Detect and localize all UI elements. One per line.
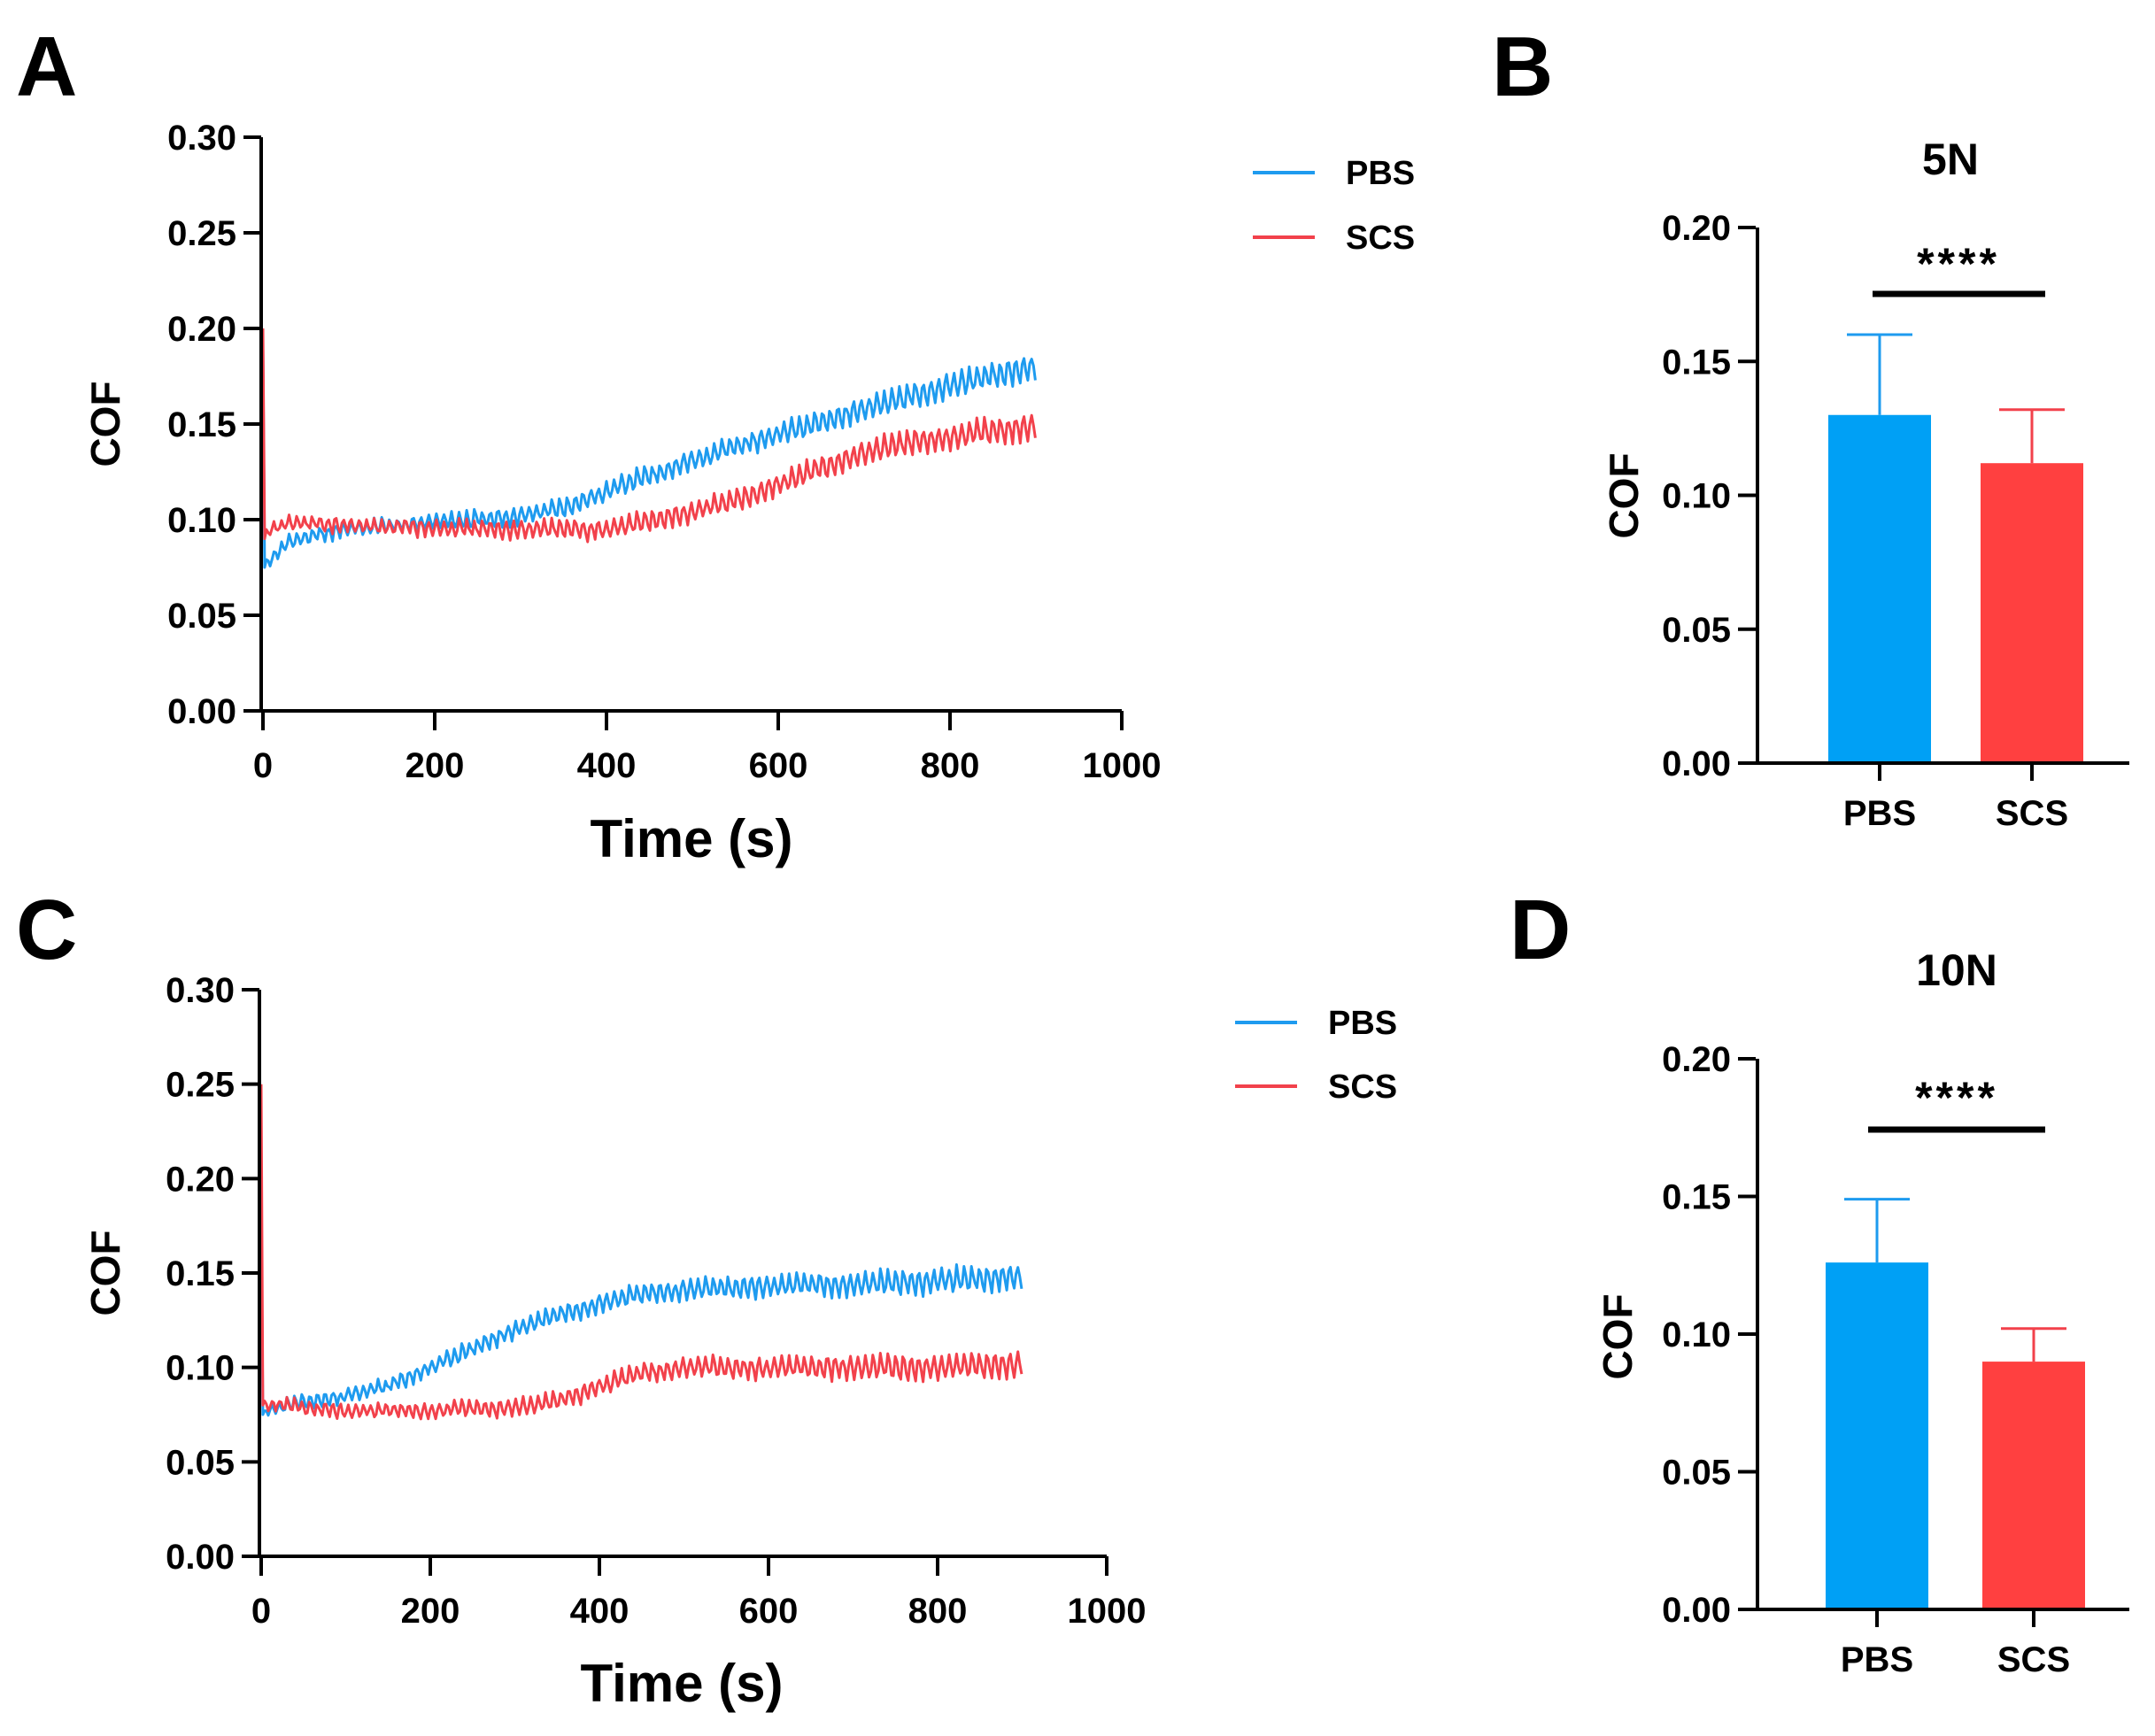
x-tick-label: 600: [749, 746, 808, 785]
x-tick-label: 600: [739, 1592, 799, 1631]
panel-a-legend: PBS SCS: [1253, 155, 1415, 257]
y-tick-label: 0.30: [167, 119, 236, 158]
y-tick-label: 0.05: [167, 597, 236, 636]
series-line-pbs: [259, 1197, 1023, 1417]
bar-scs: [1982, 1362, 2085, 1609]
y-tick-label: 0.25: [166, 1066, 235, 1105]
panel-a-legend-pbs-label: PBS: [1346, 155, 1415, 192]
x-tick-label: 0: [251, 1592, 271, 1631]
series-line-scs: [259, 1084, 1023, 1421]
panel-letter-b: B: [1492, 19, 1553, 114]
y-tick-label: 0.20: [1662, 1040, 1731, 1079]
panel-c-y-ticks: 0.00 0.05 0.10 0.15 0.20 0.25 0.30: [166, 971, 259, 1577]
y-tick-label: 0.20: [166, 1160, 235, 1199]
x-tick-label: 1000: [1068, 1592, 1147, 1631]
y-tick-label: 0.10: [1662, 1316, 1731, 1354]
panel-a-plot-area: [261, 328, 1037, 569]
x-tick-label: 0: [253, 746, 273, 785]
panel-a-x-ticks: 0 200 400 600 800 1000: [253, 711, 1162, 785]
y-tick-label: 0.05: [1662, 611, 1731, 650]
x-tick-label: SCS: [1997, 1640, 2070, 1679]
panel-a-y-axis-title: COF: [82, 381, 128, 467]
x-tick-label: 400: [570, 1592, 630, 1631]
panel-c-x-ticks: 0 200 400 600 800 1000: [251, 1556, 1147, 1631]
panel-b-y-ticks: 0.00 0.05 0.10 0.15 0.20: [1662, 209, 1756, 783]
x-tick-label: 800: [908, 1592, 968, 1631]
y-tick-label: 0.15: [166, 1254, 235, 1293]
y-tick-label: 0.10: [1662, 477, 1731, 516]
x-tick-label: SCS: [1996, 794, 2068, 833]
x-tick-label: 1000: [1083, 746, 1162, 785]
x-tick-label: PBS: [1841, 1640, 1913, 1679]
bar-pbs: [1828, 414, 1931, 763]
bar-pbs: [1826, 1262, 1928, 1609]
x-tick-label: 400: [577, 746, 637, 785]
y-tick-label: 0.10: [166, 1349, 235, 1388]
panel-d-title: 10N: [1916, 945, 1997, 995]
panel-letter-d: D: [1510, 883, 1571, 977]
y-tick-label: 0.00: [166, 1538, 235, 1577]
panel-d-bar-chart: 10N 0.00 0.05 0.10 0.15 0.20 PBS SCS COF ****: [1595, 945, 2129, 1679]
panel-b-y-axis-title: COF: [1601, 452, 1647, 538]
x-tick-label: PBS: [1843, 794, 1916, 833]
panel-c-legend-pbs-label: PBS: [1328, 1005, 1397, 1042]
panel-d-y-ticks: 0.00 0.05 0.10 0.15 0.20: [1662, 1040, 1756, 1630]
x-tick-label: 200: [406, 746, 465, 785]
panel-b-bar-chart: 5N 0.00 0.05 0.10 0.15 0.20 PBS SCS COF ****: [1601, 135, 2129, 833]
y-tick-label: 0.00: [1662, 745, 1731, 783]
y-tick-label: 0.15: [1662, 1178, 1731, 1217]
panel-c-y-axis-title: COF: [82, 1230, 128, 1316]
panel-b-significance-label: ****: [1917, 239, 2000, 289]
panel-a-line-chart: 0.00 0.05 0.10 0.15 0.20 0.25 0.30 0 200 400 600 8…: [82, 119, 1415, 868]
y-tick-label: 0.20: [167, 310, 236, 349]
panel-d-x-ticks: PBS SCS: [1841, 1609, 2070, 1679]
panel-c-legend: PBS SCS: [1235, 1005, 1397, 1106]
y-tick-label: 0.00: [167, 692, 236, 731]
y-tick-label: 0.05: [1662, 1454, 1731, 1493]
y-tick-label: 0.30: [166, 971, 235, 1010]
panel-c-plot-area: [259, 1084, 1023, 1421]
bar-scs: [1981, 463, 2083, 763]
panel-b-x-ticks: PBS SCS: [1843, 763, 2068, 833]
y-tick-label: 0.10: [167, 501, 236, 540]
panel-c-x-axis-title: Time (s): [581, 1654, 784, 1713]
panel-b-bars: [1828, 333, 2083, 763]
x-tick-label: 200: [401, 1592, 460, 1631]
x-tick-label: 800: [921, 746, 980, 785]
panel-d-y-axis-title: COF: [1595, 1293, 1641, 1379]
panel-a-x-axis-title: Time (s): [591, 809, 793, 868]
panel-a-y-ticks: 0.00 0.05 0.10 0.15 0.20 0.25 0.30: [167, 119, 261, 731]
panel-d-bars: [1826, 1198, 2085, 1609]
y-tick-label: 0.25: [167, 214, 236, 253]
y-tick-label: 0.05: [166, 1443, 235, 1482]
panel-b-title: 5N: [1922, 135, 1979, 184]
panel-letter-c: C: [16, 883, 77, 977]
panel-d-significance-label: ****: [1915, 1073, 1998, 1123]
y-tick-label: 0.20: [1662, 209, 1731, 248]
panel-c-legend-scs-label: SCS: [1328, 1069, 1397, 1106]
y-tick-label: 0.00: [1662, 1591, 1731, 1630]
series-line-pbs: [261, 347, 1037, 569]
panel-letter-a: A: [16, 19, 77, 114]
panel-a-legend-scs-label: SCS: [1346, 220, 1415, 257]
panel-c-line-chart: 0.00 0.05 0.10 0.15 0.20 0.25 0.30 0 200 400 600 8…: [82, 971, 1397, 1713]
y-tick-label: 0.15: [1662, 343, 1731, 382]
series-line-scs: [261, 328, 1037, 544]
y-tick-label: 0.15: [167, 405, 236, 444]
